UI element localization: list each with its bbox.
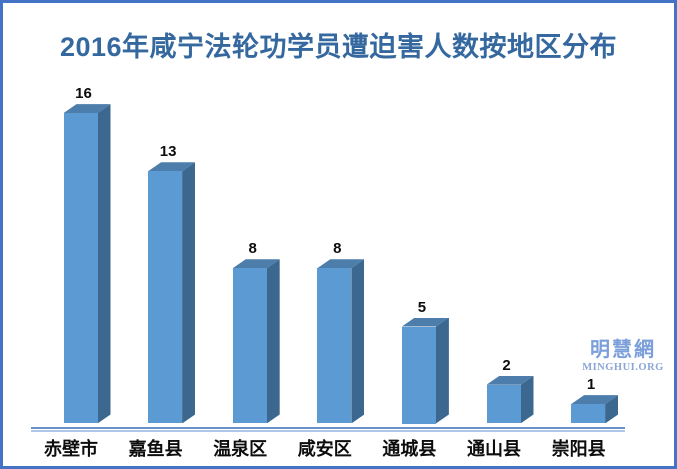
x-axis-label: 赤壁市 (44, 439, 98, 459)
bar-side (351, 259, 364, 423)
bar-top (571, 395, 619, 405)
bar-top (401, 317, 449, 327)
bar-value-label: 5 (417, 298, 427, 316)
bar-value-label: 8 (248, 240, 257, 258)
bar-front (571, 404, 606, 424)
bar-top (148, 162, 196, 172)
bar-value-label: 16 (75, 85, 92, 103)
minghui-org-text: MINGHUI.ORG (582, 362, 664, 373)
chart-title: 2016年咸宁法轮功学员遭迫害人数按地区分布 (59, 32, 618, 62)
bar-value-label: 1 (586, 376, 596, 394)
minghui-watermark: 明慧網 MINGHUI.ORG (571, 339, 674, 374)
x-axis-label: 温泉区 (213, 439, 268, 459)
bar-front (63, 113, 98, 424)
bar-side (521, 376, 534, 424)
bar-side (182, 162, 195, 423)
x-axis-line (31, 427, 625, 429)
bar-top (232, 259, 280, 269)
x-axis-label: 通山县 (467, 439, 521, 459)
bar-side (98, 104, 111, 423)
bar-side (267, 259, 280, 423)
bar-front (148, 171, 183, 424)
bar-value-label: 2 (502, 356, 511, 374)
x-axis-label: 咸安区 (297, 439, 352, 459)
x-axis-label: 嘉鱼县 (128, 439, 183, 459)
bar-front (232, 268, 267, 424)
bar-top (486, 375, 534, 385)
bar-value-label: 13 (159, 143, 177, 161)
chart-area: 16 赤壁市 13 嘉鱼县 8 温泉区 8 咸安区 5 通城县 2 通山县 1 崇阳县 (3, 3, 674, 466)
bar-front (486, 384, 521, 424)
minghui-logo-text: 明慧網 (590, 339, 656, 361)
x-axis-label: 通城县 (382, 439, 437, 459)
bar-front (401, 326, 436, 424)
bar-side (436, 318, 449, 424)
bar-side (605, 395, 618, 423)
bar-top (317, 259, 365, 269)
x-axis-line-shadow (31, 430, 625, 432)
bar-value-label: 8 (333, 240, 342, 258)
x-axis-label: 崇阳县 (551, 439, 606, 459)
bar-front (317, 268, 352, 424)
bar-top (63, 104, 111, 114)
